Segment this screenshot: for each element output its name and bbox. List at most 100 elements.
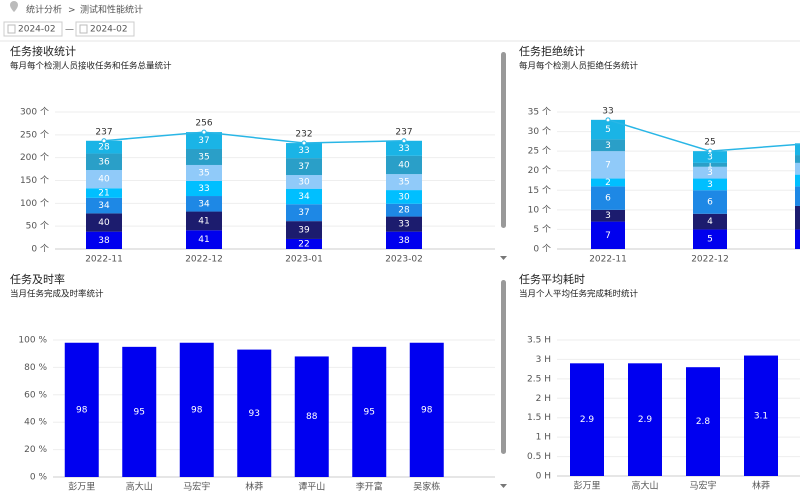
date-start: 2024-02 — [18, 25, 56, 35]
breadcrumb-item: 测试和性能统计 — [80, 4, 143, 16]
chart-subtitle: 每月每个检测人员拒绝任务统计 — [519, 61, 639, 72]
bar-segment — [286, 158, 322, 176]
y-tick-label: 1.5 H — [527, 413, 551, 423]
data-label: 34 — [98, 201, 110, 211]
y-tick-label: 250 个 — [20, 129, 49, 140]
data-label: 3 — [707, 153, 713, 163]
total-label: 33 — [602, 106, 613, 116]
data-label: 22 — [298, 239, 309, 249]
x-tick-label: 2022-12 — [691, 255, 729, 265]
bar — [64, 342, 99, 477]
data-label: 37 — [298, 162, 309, 172]
data-label: 3 — [605, 141, 611, 151]
bar-segment — [186, 148, 222, 165]
data-label: 38 — [98, 236, 110, 246]
bar-segment — [386, 203, 422, 217]
data-label: 28 — [398, 206, 410, 216]
scroll-arrow[interactable] — [500, 256, 507, 260]
bar-segment — [186, 164, 222, 181]
chart-subtitle: 当月任务完成及时率统计 — [10, 289, 104, 300]
breadcrumb-separator: > — [68, 6, 76, 16]
data-label: 35 — [398, 178, 409, 188]
data-label: 2.8 — [696, 417, 711, 427]
x-tick-label: 马宏宇 — [689, 480, 716, 492]
y-tick-label: 20 % — [24, 445, 47, 455]
bar-segment — [286, 143, 322, 159]
date-start-input[interactable] — [3, 21, 63, 37]
data-label: 40 — [98, 175, 110, 185]
bar — [179, 342, 214, 477]
data-label: 2 — [605, 178, 611, 188]
bar-segment — [386, 155, 422, 175]
data-label: 6 — [605, 194, 611, 204]
data-label: 3 — [707, 180, 713, 190]
bar-segment — [795, 205, 800, 230]
data-label: 30 — [298, 177, 310, 187]
bar-segment — [693, 229, 727, 249]
bar-segment — [386, 190, 422, 204]
y-tick-label: 35 个 — [528, 107, 551, 118]
bar-segment — [693, 151, 727, 163]
data-label: 41 — [198, 216, 209, 226]
bar — [294, 356, 329, 477]
bar-segment — [186, 211, 222, 231]
bar-segment — [693, 190, 727, 214]
data-label: 2.9 — [580, 415, 595, 425]
bar-segment — [86, 188, 122, 198]
data-label: 95 — [134, 407, 145, 417]
y-tick-label: 25 个 — [528, 146, 551, 157]
data-label: 1 — [707, 160, 713, 170]
bar — [628, 363, 662, 476]
data-label: 28 — [98, 143, 110, 153]
bar-segment — [591, 119, 625, 140]
chart-title: 任务接收统计 — [10, 44, 76, 58]
total-point — [201, 129, 207, 135]
y-tick-label: 80 % — [24, 363, 47, 373]
date-end-input[interactable] — [75, 21, 135, 37]
data-label: 2.9 — [638, 415, 653, 425]
data-label: 93 — [249, 409, 260, 419]
x-tick-label: 马宏宇 — [183, 481, 210, 493]
bar-segment — [86, 140, 122, 154]
bar-segment — [693, 162, 727, 167]
bar-segment — [693, 178, 727, 191]
data-label: 40 — [398, 160, 410, 170]
chart-title: 任务拒绝统计 — [519, 44, 585, 58]
breadcrumb-item[interactable]: 统计分析 — [26, 4, 62, 16]
data-label: 35 — [198, 152, 209, 162]
scrollbar-thumb[interactable] — [501, 52, 506, 228]
data-label: 41 — [198, 235, 209, 245]
x-tick-label: 谭平山 — [298, 482, 325, 493]
data-label: 3 — [707, 168, 713, 178]
bar-segment — [86, 231, 122, 249]
total-point — [301, 140, 307, 146]
x-tick-label: 林莽 — [752, 480, 770, 492]
bar-segment — [286, 221, 322, 239]
bar-segment — [795, 155, 800, 163]
bar — [352, 346, 387, 477]
y-tick-label: 10 个 — [528, 204, 551, 215]
bar-segment — [591, 221, 625, 249]
x-tick-label: 2022-11 — [589, 255, 627, 265]
data-label: 4 — [707, 217, 713, 227]
bar — [122, 346, 157, 477]
data-label: 37 — [198, 136, 209, 146]
scrollbar-thumb[interactable] — [501, 280, 506, 454]
data-label: 21 — [98, 189, 109, 199]
chart-subtitle: 每月每个检测人员接收任务和任务总量统计 — [10, 61, 172, 72]
bar-segment — [186, 180, 222, 197]
bar-segment — [286, 204, 322, 222]
date-separator: — — [65, 25, 74, 35]
total-point — [101, 138, 107, 144]
x-tick-label: 2023-02 — [385, 255, 423, 265]
bar-segment — [186, 132, 222, 149]
data-label: 33 — [198, 184, 209, 194]
y-tick-label: 30 个 — [528, 126, 551, 137]
bar-segment — [591, 178, 625, 187]
scroll-arrow[interactable] — [500, 484, 507, 488]
bar-segment — [186, 230, 222, 249]
bar-segment — [795, 174, 800, 187]
y-tick-label: 2 H — [536, 394, 551, 404]
bar-segment — [86, 197, 122, 214]
y-tick-label: 40 % — [24, 418, 47, 428]
